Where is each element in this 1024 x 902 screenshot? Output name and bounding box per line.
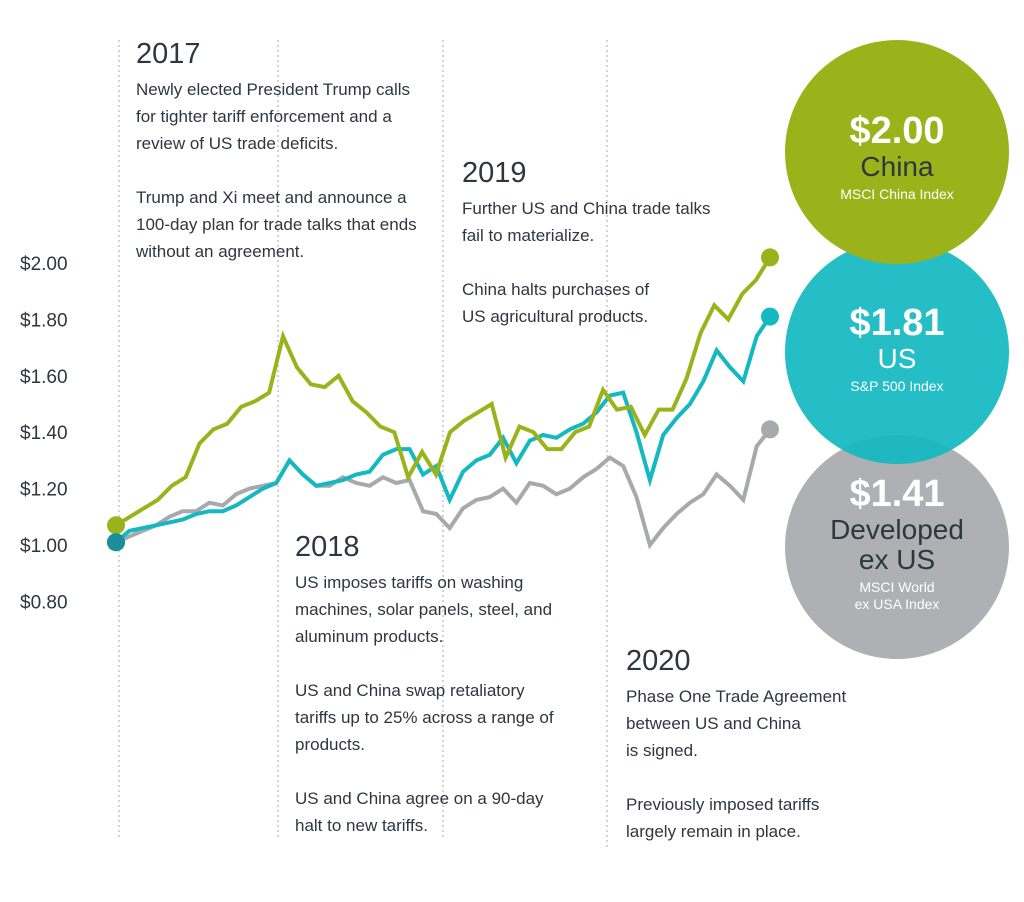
y-tick-label: $1.00 [20,536,68,557]
annotation-text: US and China agree on a 90-day halt to n… [295,789,544,835]
bubble-developed-ex-us: $1.41 Developed ex US MSCI World ex USA … [785,435,1009,659]
series-line-us [114,315,772,544]
series-line-developed-ex-us [115,428,772,550]
series-lines [107,248,779,552]
y-tick-label: $1.20 [20,480,68,501]
annotation-2017: 2017 Newly elected President Trump calls… [136,38,436,292]
annotation-text: US imposes tariffs on washing machines, … [295,573,553,646]
bubble-value: $2.00 [849,110,945,152]
annotation-text: Further US and China trade talks fail to… [462,199,711,245]
bubble-value: $1.81 [849,302,945,344]
series-line-china [114,256,772,528]
bubble-name: US [877,343,917,374]
bubble-value: $1.41 [849,473,945,515]
bubble-index: MSCI World ex USA Index [854,579,940,612]
bubble-us: $1.81 US S&P 500 Index [785,240,1009,464]
annotation-2020: 2020 Phase One Trade Agreement between U… [626,645,886,872]
annotation-year: 2018 [295,531,360,563]
annotation-text: Newly elected President Trump calls for … [136,80,411,153]
y-tick-label: $1.40 [20,423,68,444]
y-tick-label: $1.60 [20,367,68,388]
annotation-text: China halts purchases of US agricultural… [462,280,650,326]
y-tick-label: $0.80 [20,592,68,613]
annotation-text: Previously imposed tariffs largely remai… [626,795,820,841]
y-tick-label: $2.00 [20,254,68,275]
bubble-index: MSCI China Index [840,186,954,202]
bubble-index: S&P 500 Index [850,378,944,394]
annotation-year: 2019 [462,157,527,189]
annotation-text: Trump and Xi meet and announce a 100-day… [136,188,417,261]
start-marker-overlap [107,533,125,552]
bubble-name: Developed ex US [830,514,964,575]
bubble-name: China [860,151,934,182]
y-tick-label: $1.80 [20,310,68,331]
annotation-2018: 2018 US imposes tariffs on washing machi… [295,531,595,866]
end-marker-us [761,307,779,326]
end-marker-china [761,248,779,267]
y-axis-ticks: $2.00 $1.80 $1.60 $1.40 $1.20 $1.00 $0.80 [20,254,68,613]
annotation-year: 2017 [136,38,201,70]
year-dividers [118,40,608,848]
annotation-text: Phase One Trade Agreement between US and… [626,687,847,760]
annotation-2019: 2019 Further US and China trade talks fa… [462,157,742,357]
start-marker-china [107,516,125,535]
annotation-year: 2020 [626,645,691,677]
end-marker-developed-ex-us [761,420,779,439]
bubble-china: $2.00 China MSCI China Index [785,40,1009,264]
annotation-text: US and China swap retaliatory tariffs up… [295,681,554,754]
